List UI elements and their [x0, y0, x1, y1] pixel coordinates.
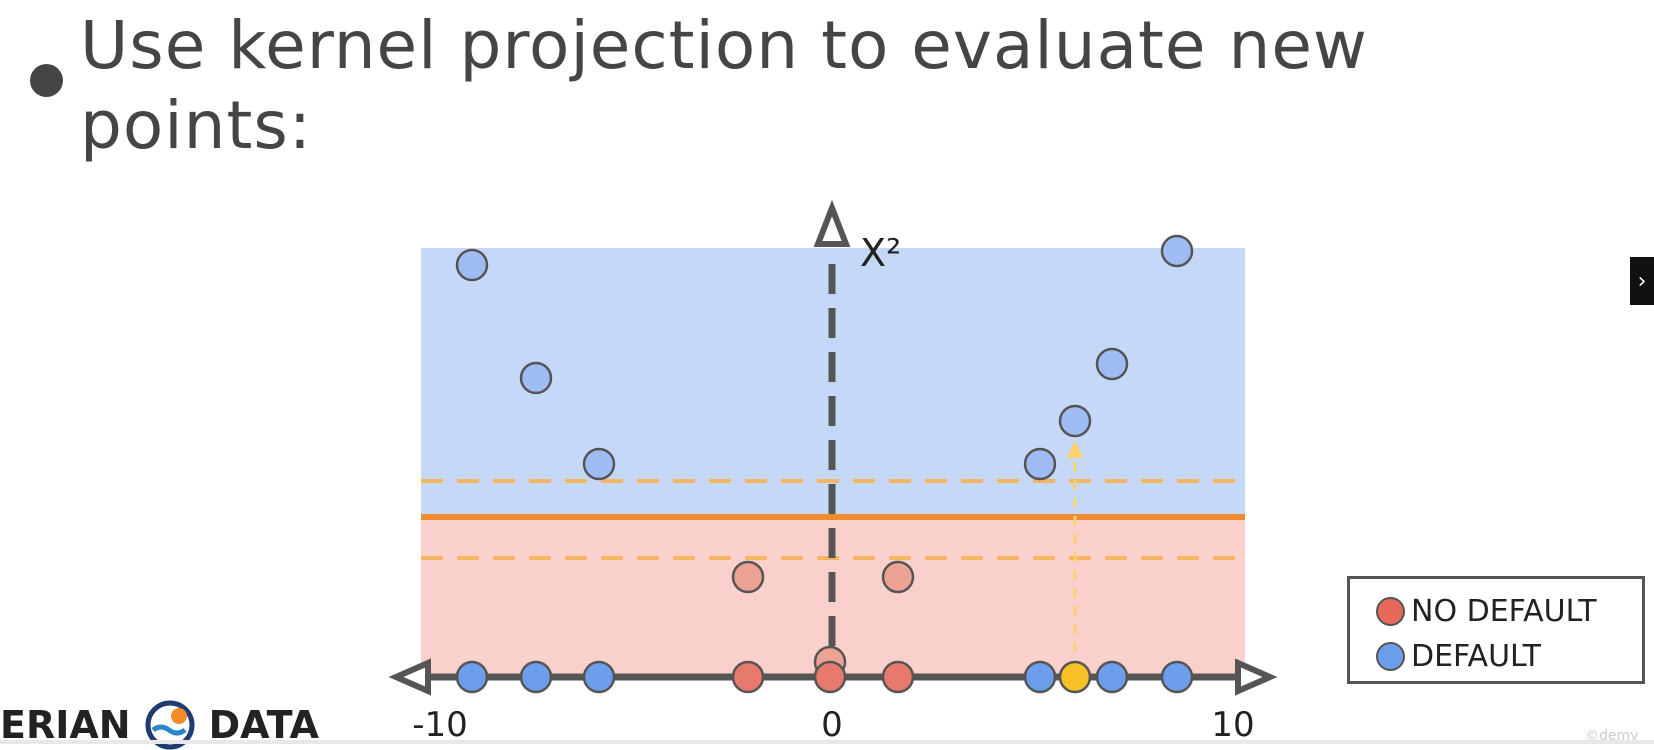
axis-points — [455, 660, 1194, 694]
projected-points — [455, 234, 1194, 679]
x-tick-label: 0 — [821, 705, 843, 744]
projected-point — [881, 560, 915, 594]
axis-point — [731, 660, 765, 694]
brand-logo: ERIAN DATA — [0, 700, 319, 750]
legend-label: DEFAULT — [1411, 638, 1541, 674]
projected-point — [582, 447, 616, 481]
projected-point — [1023, 447, 1057, 481]
axis-point — [813, 660, 847, 694]
y-axis-arrowhead — [813, 199, 851, 247]
legend: NO DEFAULT DEFAULT — [1347, 576, 1645, 684]
slide-title: Use kernel projection to evaluate new po… — [80, 7, 1368, 164]
projected-point — [1095, 347, 1129, 381]
x-tick-label: -10 — [412, 705, 468, 744]
axis-point — [1095, 660, 1129, 694]
projected-point — [1058, 404, 1092, 438]
bottom-bar — [0, 740, 1654, 744]
bullet-dot — [30, 64, 63, 97]
legend-label: NO DEFAULT — [1411, 593, 1597, 629]
axis-point — [1023, 660, 1057, 694]
axis-point — [455, 660, 489, 694]
x-axis-right-arrowhead — [1235, 658, 1278, 696]
legend-item-no-default: NO DEFAULT — [1376, 591, 1597, 631]
projected-point — [1160, 234, 1194, 268]
axis-point — [881, 660, 915, 694]
x-tick-label: 10 — [1211, 705, 1254, 744]
chevron-right-icon: › — [1637, 268, 1647, 294]
projected-point — [731, 560, 765, 594]
brand-right-text: DATA — [208, 703, 319, 747]
next-slide-button[interactable]: › — [1630, 257, 1654, 305]
brand-icon — [145, 700, 195, 750]
x-axis-left-arrowhead — [388, 658, 431, 696]
legend-item-default: DEFAULT — [1376, 636, 1541, 676]
projection-arrowhead — [1067, 440, 1083, 458]
axis-point — [582, 660, 616, 694]
brand-left-text: ERIAN — [0, 703, 131, 747]
axis-point — [519, 660, 553, 694]
projected-point — [519, 361, 553, 395]
axis-point — [1160, 660, 1194, 694]
projected-point — [455, 248, 489, 282]
legend-swatch — [1376, 596, 1405, 626]
y-axis-label: X² — [860, 231, 901, 275]
legend-swatch — [1376, 641, 1405, 671]
new-point — [1058, 660, 1092, 694]
